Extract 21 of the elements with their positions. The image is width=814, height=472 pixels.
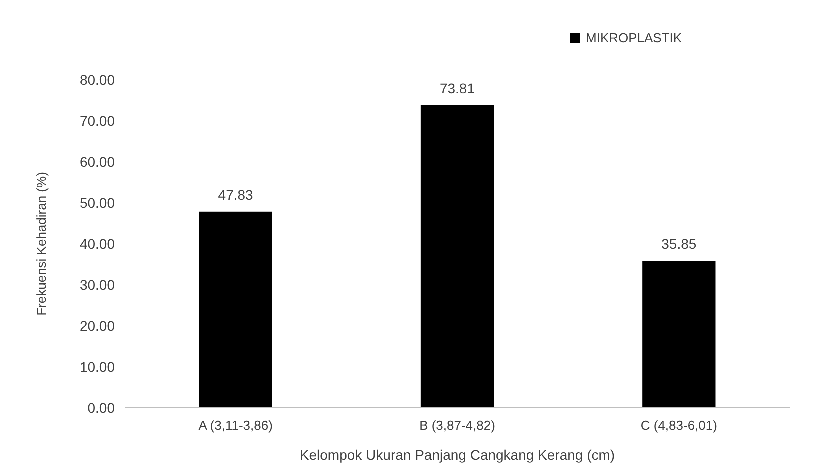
y-tick-label: 70.00 — [80, 112, 116, 129]
bar — [199, 212, 272, 408]
y-tick-label: 30.00 — [80, 276, 116, 293]
data-label: 35.85 — [662, 236, 697, 252]
x-tick-label: B (3,87-4,82) — [420, 418, 496, 433]
y-tick-label: 0.00 — [88, 400, 116, 416]
y-tick-label: 40.00 — [80, 236, 116, 252]
bar — [420, 105, 494, 408]
y-tick-label: 80.00 — [80, 72, 116, 88]
y-tick-label: 50.00 — [80, 194, 116, 211]
y-axis-title: Frekuensi Kehadiran (%) — [34, 172, 49, 316]
bar — [642, 261, 716, 408]
data-label: 73.81 — [440, 80, 476, 96]
x-axis-title: Kelompok Ukuran Panjang Cangkang Kerang (cm) — [300, 447, 616, 463]
y-tick-label: 10.00 — [80, 358, 116, 375]
x-tick-label: A (3,11-3,86) — [198, 418, 273, 433]
y-tick-label: 20.00 — [80, 318, 116, 334]
legend-label: MIKROPLASTIK — [586, 30, 682, 46]
x-tick-label: C (4,83-6,01) — [640, 418, 718, 433]
y-tick-label: 60.00 — [80, 154, 116, 170]
data-label: 47.83 — [218, 186, 254, 203]
